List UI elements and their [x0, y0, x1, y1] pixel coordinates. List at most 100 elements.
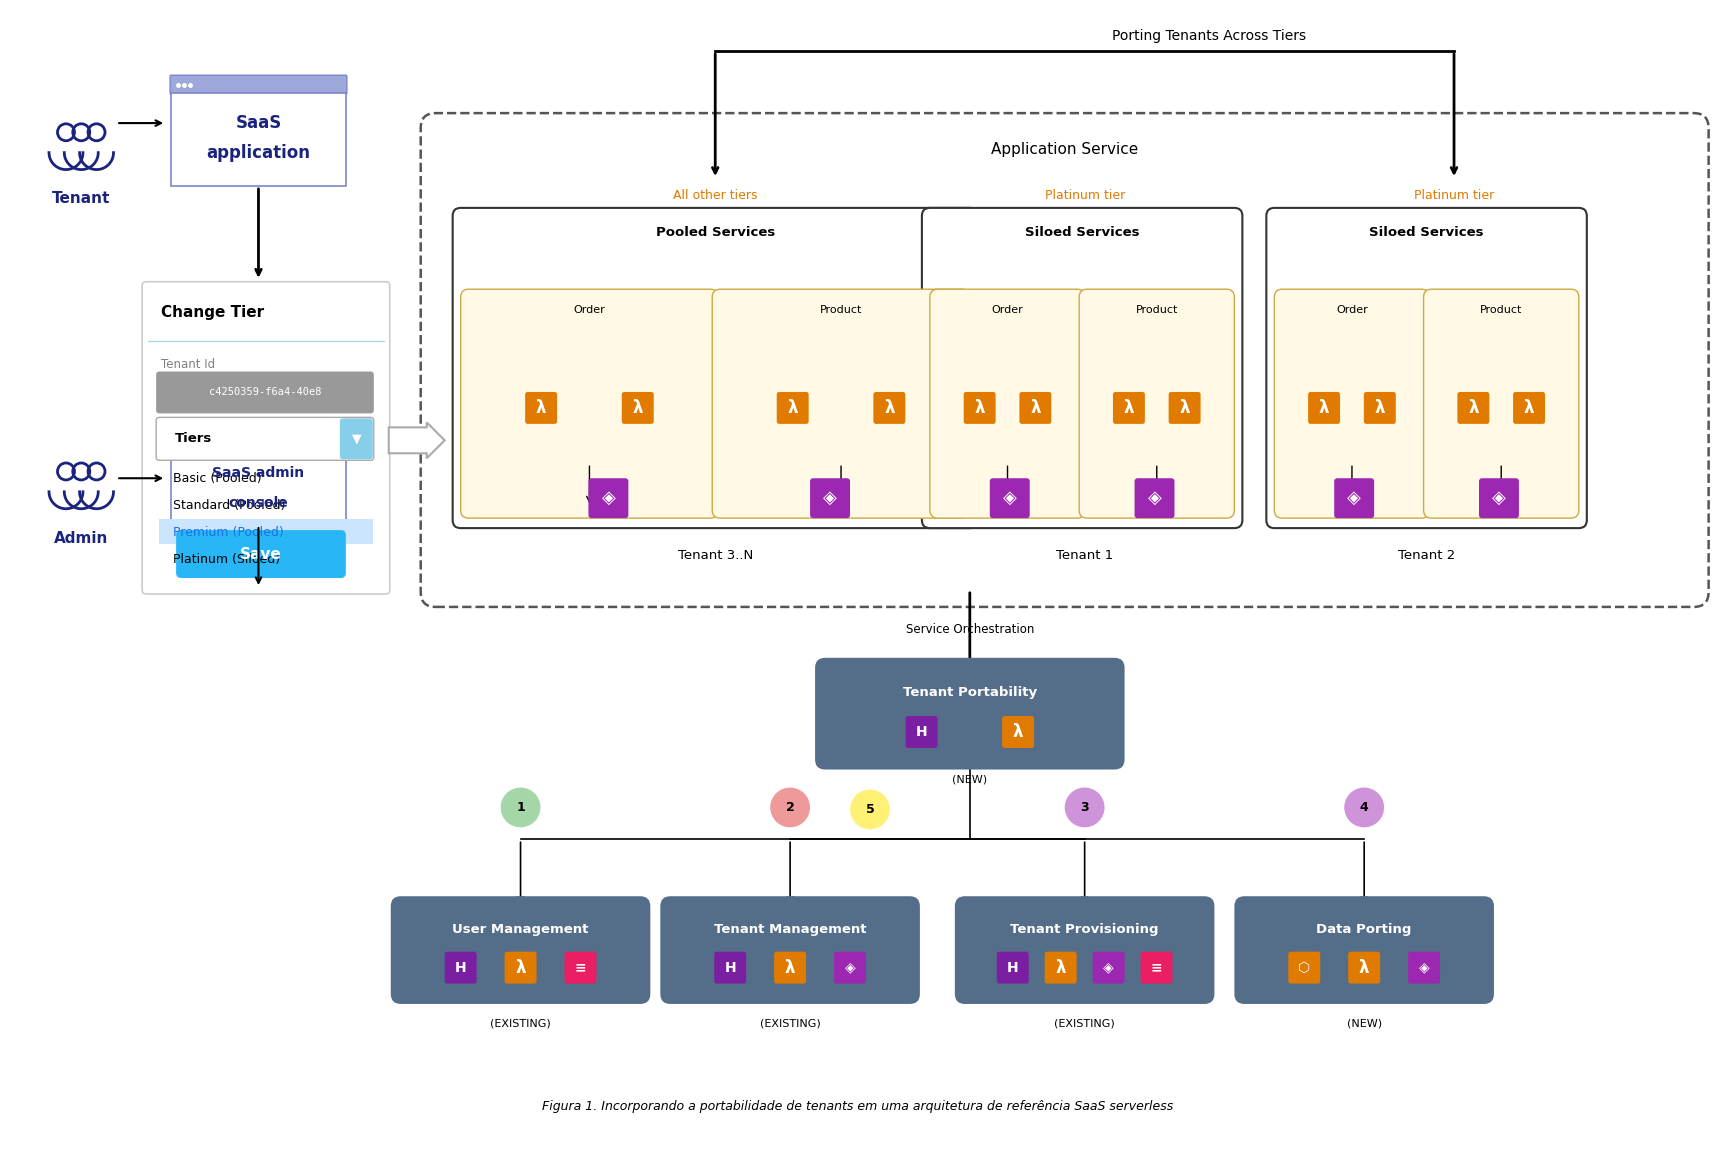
FancyBboxPatch shape — [834, 952, 867, 983]
Text: λ: λ — [515, 959, 525, 976]
FancyArrow shape — [390, 422, 444, 459]
Text: ◈: ◈ — [1148, 489, 1162, 507]
Text: ≡: ≡ — [575, 960, 587, 975]
FancyBboxPatch shape — [453, 208, 978, 528]
Text: SaaS: SaaS — [235, 114, 281, 132]
Text: λ: λ — [784, 959, 795, 976]
FancyBboxPatch shape — [1045, 952, 1076, 983]
Text: Order: Order — [573, 305, 606, 315]
Text: ◈: ◈ — [1419, 960, 1429, 975]
FancyBboxPatch shape — [170, 436, 347, 455]
Text: Order: Order — [1337, 305, 1368, 315]
FancyBboxPatch shape — [1364, 392, 1395, 424]
Text: λ: λ — [1359, 959, 1369, 976]
FancyBboxPatch shape — [505, 952, 537, 983]
Text: (EXISTING): (EXISTING) — [491, 1019, 551, 1029]
FancyBboxPatch shape — [1234, 896, 1495, 1004]
FancyBboxPatch shape — [810, 478, 849, 519]
Text: λ: λ — [535, 399, 546, 417]
FancyBboxPatch shape — [391, 896, 650, 1004]
Circle shape — [1064, 787, 1105, 828]
FancyBboxPatch shape — [156, 371, 374, 413]
FancyBboxPatch shape — [177, 530, 347, 578]
Text: application: application — [206, 144, 311, 162]
Text: Product: Product — [820, 305, 861, 315]
Text: Platinum tier: Platinum tier — [1414, 190, 1495, 202]
FancyBboxPatch shape — [444, 952, 477, 983]
FancyBboxPatch shape — [1134, 478, 1174, 519]
FancyBboxPatch shape — [1093, 952, 1124, 983]
FancyBboxPatch shape — [1308, 392, 1340, 424]
FancyBboxPatch shape — [589, 478, 628, 519]
Text: Standard (Pooled): Standard (Pooled) — [173, 499, 285, 512]
FancyBboxPatch shape — [621, 392, 654, 424]
Text: Tenant Id: Tenant Id — [161, 358, 214, 371]
Text: Save: Save — [240, 546, 281, 561]
FancyBboxPatch shape — [142, 282, 390, 593]
Text: λ: λ — [1030, 399, 1040, 417]
FancyBboxPatch shape — [340, 419, 372, 459]
FancyBboxPatch shape — [815, 658, 1124, 769]
Text: ⬡: ⬡ — [1299, 960, 1311, 975]
Text: ◈: ◈ — [1002, 489, 1016, 507]
Text: 5: 5 — [865, 803, 875, 816]
FancyBboxPatch shape — [1289, 952, 1320, 983]
Text: Tenant: Tenant — [51, 191, 110, 206]
Text: H: H — [724, 960, 736, 975]
FancyBboxPatch shape — [565, 952, 597, 983]
FancyBboxPatch shape — [1479, 478, 1519, 519]
Text: ◈: ◈ — [602, 489, 616, 507]
Circle shape — [849, 789, 891, 830]
Text: Tenant Provisioning: Tenant Provisioning — [1011, 923, 1158, 936]
FancyBboxPatch shape — [172, 93, 347, 186]
Text: λ: λ — [1469, 399, 1479, 417]
Text: 4: 4 — [1359, 800, 1369, 814]
FancyBboxPatch shape — [1114, 392, 1145, 424]
FancyBboxPatch shape — [1019, 392, 1052, 424]
FancyBboxPatch shape — [921, 208, 1242, 528]
Circle shape — [499, 787, 542, 828]
FancyBboxPatch shape — [420, 113, 1709, 607]
FancyBboxPatch shape — [1002, 716, 1035, 748]
Text: Premium (Pooled): Premium (Pooled) — [173, 526, 283, 538]
Text: SaaS admin: SaaS admin — [213, 466, 304, 481]
Text: Service Orchestration: Service Orchestration — [906, 623, 1035, 636]
Text: Data Porting: Data Porting — [1316, 923, 1412, 936]
Text: console: console — [228, 496, 288, 511]
FancyBboxPatch shape — [990, 478, 1030, 519]
Text: Platinum (Siloed): Platinum (Siloed) — [173, 552, 280, 566]
Text: (EXISTING): (EXISTING) — [1054, 1019, 1115, 1029]
FancyBboxPatch shape — [712, 289, 970, 519]
Text: User Management: User Management — [453, 923, 589, 936]
Text: Siloed Services: Siloed Services — [1369, 227, 1484, 239]
Bar — [160, 519, 372, 544]
Text: ◈: ◈ — [1103, 960, 1114, 975]
FancyBboxPatch shape — [714, 952, 746, 983]
Text: ◈: ◈ — [1347, 489, 1361, 507]
Text: H: H — [455, 960, 467, 975]
Text: (NEW): (NEW) — [952, 774, 987, 784]
Text: Order: Order — [992, 305, 1023, 315]
Text: ◈: ◈ — [844, 960, 855, 975]
Text: λ: λ — [1012, 723, 1023, 741]
Text: Figura 1. Incorporando a portabilidade de tenants em uma arquitetura de referênc: Figura 1. Incorporando a portabilidade d… — [542, 1101, 1174, 1113]
FancyBboxPatch shape — [1349, 952, 1380, 983]
FancyBboxPatch shape — [873, 392, 906, 424]
FancyBboxPatch shape — [1514, 392, 1544, 424]
Text: λ: λ — [1375, 399, 1385, 417]
Text: Pooled Services: Pooled Services — [656, 227, 776, 239]
Text: λ: λ — [633, 399, 644, 417]
FancyBboxPatch shape — [1335, 478, 1375, 519]
Text: Application Service: Application Service — [992, 141, 1138, 156]
Text: (EXISTING): (EXISTING) — [760, 1019, 820, 1029]
FancyBboxPatch shape — [954, 896, 1215, 1004]
Text: λ: λ — [788, 399, 798, 417]
Text: 1: 1 — [517, 800, 525, 814]
Text: All other tiers: All other tiers — [673, 190, 757, 202]
Text: λ: λ — [1124, 399, 1134, 417]
Text: Platinum tier: Platinum tier — [1045, 190, 1124, 202]
Text: Tenant Management: Tenant Management — [714, 923, 867, 936]
FancyBboxPatch shape — [1169, 392, 1201, 424]
FancyBboxPatch shape — [460, 289, 719, 519]
Text: c4250359-f6a4-40e8: c4250359-f6a4-40e8 — [209, 388, 321, 398]
